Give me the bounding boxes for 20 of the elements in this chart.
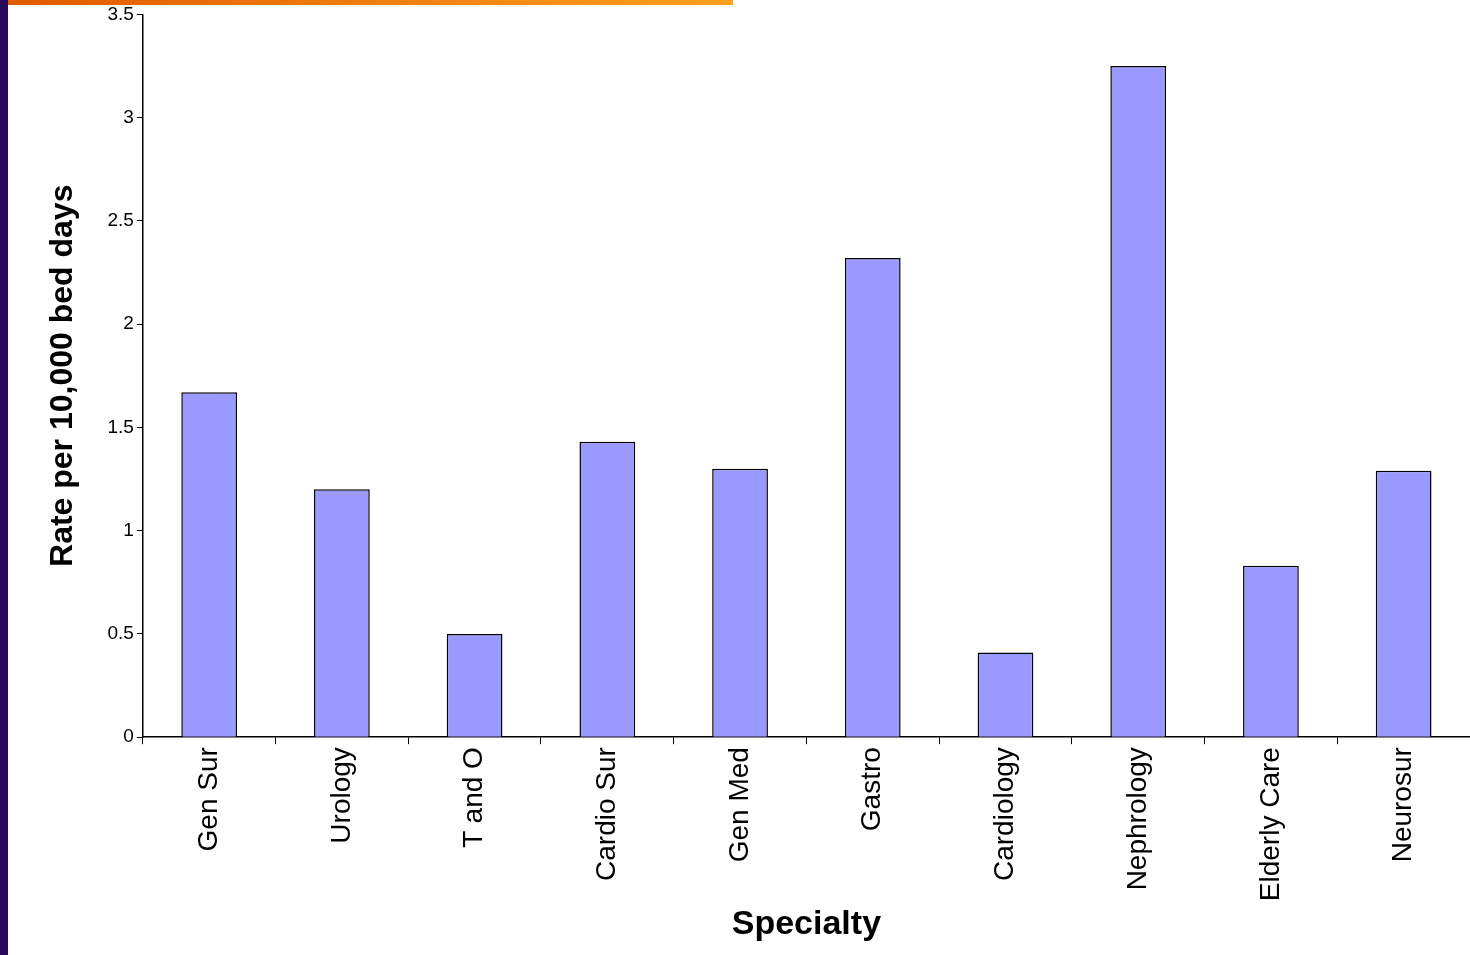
x-axis-title: Specialty [731, 902, 882, 941]
x-tick-label: Elderly Care [1253, 747, 1285, 902]
x-tick-label: Cardio Sur [590, 747, 622, 881]
x-tick-label: Gastro [855, 747, 887, 832]
y-tick-label: 0.5 [107, 622, 134, 644]
y-tick-label: 2.5 [107, 209, 134, 231]
x-tick-label: Nephrology [1120, 747, 1152, 891]
x-tick-label: Neurosur [1386, 747, 1418, 863]
y-tick-label: 0 [123, 725, 134, 747]
y-tick-label: 2 [123, 312, 134, 334]
y-axis-title: Rate per 10,000 bed days [43, 184, 80, 567]
x-tick-label: Gen Sur [191, 747, 223, 852]
y-tick-label: 1.5 [107, 415, 134, 437]
x-tick-label: T and O [457, 747, 489, 848]
x-tick-label: Gen Med [722, 747, 754, 863]
y-tick-label: 3 [123, 105, 134, 127]
y-tick-label: 3.5 [107, 2, 134, 24]
x-tick-label: Cardiology [988, 747, 1020, 881]
x-tick-label: Urology [324, 747, 356, 844]
y-tick-label: 1 [123, 518, 134, 540]
